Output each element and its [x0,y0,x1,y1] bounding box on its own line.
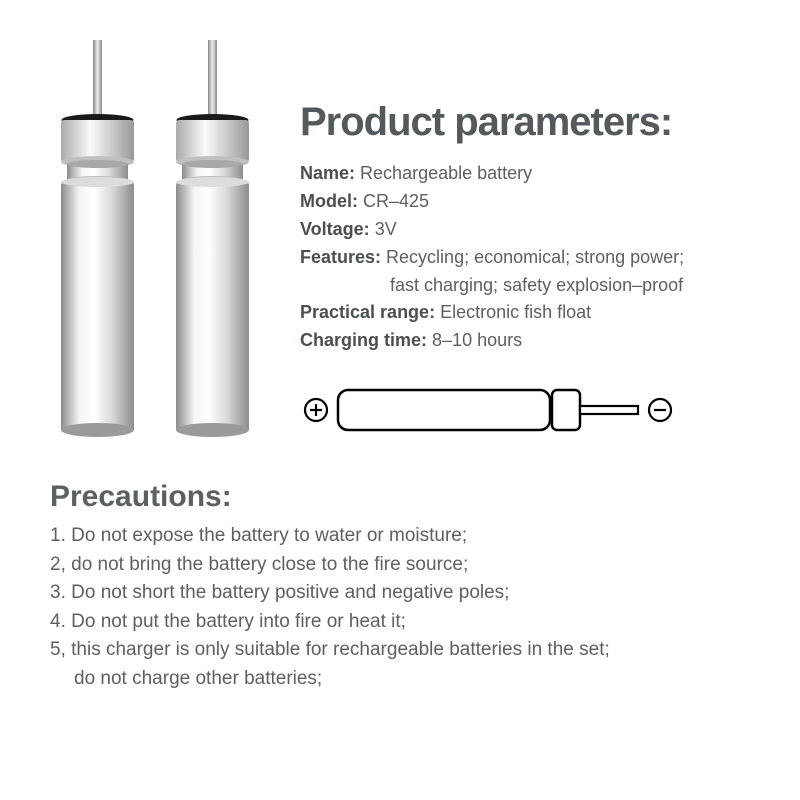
param-model: Model: CR–425 [300,188,750,216]
param-name-value: Rechargeable battery [360,163,532,183]
param-name: Name: Rechargeable battery [300,160,750,188]
param-voltage-value: 3V [375,219,397,239]
param-model-label: Model: [300,191,358,211]
param-charging: Charging time: 8–10 hours [300,327,750,355]
precaution-5: 5, this charger is only suitable for rec… [50,636,750,665]
param-features: Features: Recycling; economical; strong … [300,244,750,272]
precautions-section: Precautions: 1. Do not expose the batter… [0,470,800,723]
top-section: Product parameters: Name: Rechargeable b… [0,0,800,470]
precautions-title: Precautions: [50,480,750,514]
param-features-line2: fast charging; safety explosion–proof [300,272,750,300]
param-voltage-label: Voltage: [300,219,370,239]
battery-illustration-2 [165,40,260,440]
param-practical-label: Practical range: [300,302,435,322]
param-features-label: Features: [300,247,381,267]
precaution-1: 1. Do not expose the battery to water or… [50,522,750,551]
param-model-value: CR–425 [363,191,429,211]
precaution-3: 3. Do not short the battery positive and… [50,579,750,608]
param-voltage: Voltage: 3V [300,216,750,244]
param-charging-label: Charging time: [300,330,427,350]
precaution-4: 4. Do not put the battery into fire or h… [50,608,750,637]
parameters-title: Product parameters: [300,100,750,145]
param-features-value-1: Recycling; economical; strong power; [386,247,684,267]
param-practical: Practical range: Electronic fish float [300,299,750,327]
precaution-5b: do not charge other batteries; [50,665,750,694]
param-practical-value: Electronic fish float [440,302,591,322]
parameters-section: Product parameters: Name: Rechargeable b… [260,40,750,450]
polarity-diagram [300,375,680,445]
precaution-2: 2, do not bring the battery close to the… [50,551,750,580]
battery-illustration-1 [50,40,145,440]
param-name-label: Name: [300,163,355,183]
param-charging-value: 8–10 hours [432,330,522,350]
battery-illustration-pair [50,40,260,450]
